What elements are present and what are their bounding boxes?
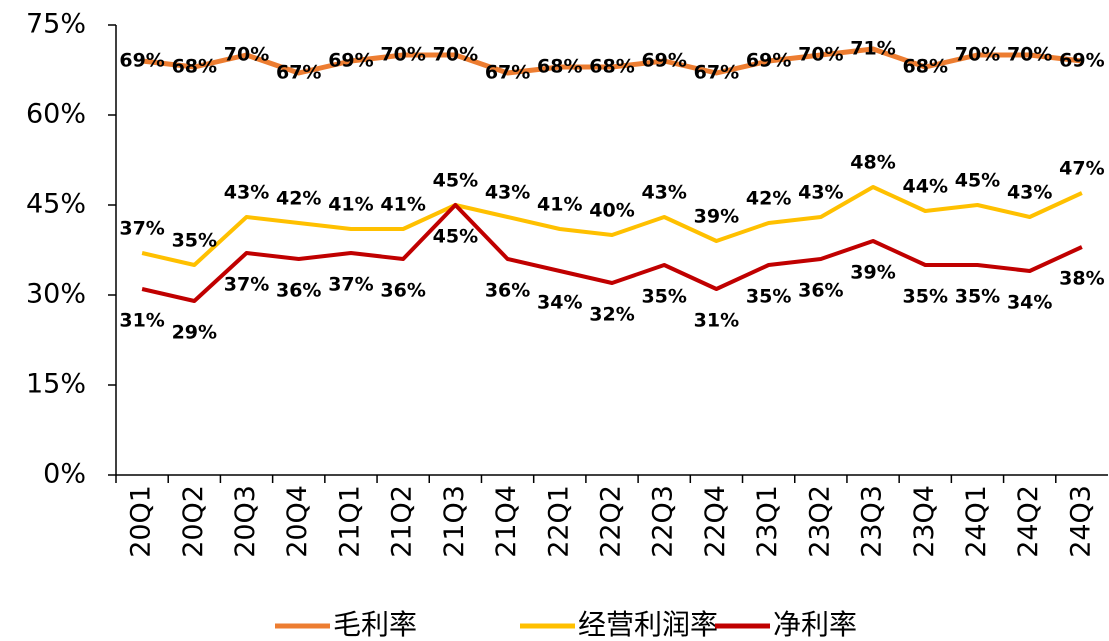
data-label: 43% bbox=[641, 182, 686, 204]
data-label: 47% bbox=[1059, 158, 1104, 180]
data-label: 36% bbox=[276, 280, 321, 302]
data-label: 69% bbox=[746, 50, 791, 72]
data-label: 36% bbox=[485, 280, 530, 302]
series-line bbox=[141, 203, 1083, 303]
data-label: 45% bbox=[955, 170, 1000, 192]
y-tick-label: 15% bbox=[26, 369, 86, 400]
data-label: 32% bbox=[589, 304, 634, 326]
data-label: 42% bbox=[276, 188, 321, 210]
data-label: 35% bbox=[641, 286, 686, 308]
data-label: 38% bbox=[1059, 268, 1104, 290]
x-tick-label: 23Q3 bbox=[857, 485, 888, 558]
data-label: 70% bbox=[1007, 44, 1052, 66]
x-tick-label: 21Q1 bbox=[334, 485, 365, 558]
data-label: 68% bbox=[172, 56, 217, 78]
data-label: 45% bbox=[433, 226, 478, 248]
data-label: 44% bbox=[903, 176, 948, 198]
x-tick-label: 22Q2 bbox=[596, 485, 627, 558]
data-label: 70% bbox=[433, 44, 478, 66]
data-label: 35% bbox=[746, 286, 791, 308]
data-label: 41% bbox=[380, 194, 425, 216]
x-tick-label: 24Q1 bbox=[961, 485, 992, 558]
x-tick-label: 22Q1 bbox=[543, 485, 574, 558]
legend-label: 毛利率 bbox=[333, 608, 417, 641]
data-label: 40% bbox=[589, 200, 634, 222]
data-label: 43% bbox=[224, 182, 269, 204]
data-label: 34% bbox=[537, 292, 582, 314]
y-tick-label: 0% bbox=[43, 459, 86, 490]
y-tick-label: 75% bbox=[26, 9, 86, 40]
data-label: 35% bbox=[955, 286, 1000, 308]
data-label: 31% bbox=[119, 310, 164, 332]
legend-label: 净利率 bbox=[773, 608, 857, 641]
data-label: 41% bbox=[328, 194, 373, 216]
x-tick-label: 21Q3 bbox=[439, 485, 470, 558]
x-tick-label: 21Q2 bbox=[387, 485, 418, 558]
data-label: 70% bbox=[955, 44, 1000, 66]
data-label: 43% bbox=[1007, 182, 1052, 204]
x-tick-label: 20Q3 bbox=[230, 485, 261, 558]
data-label: 29% bbox=[172, 322, 217, 344]
data-label: 36% bbox=[798, 280, 843, 302]
x-tick-label: 24Q2 bbox=[1013, 485, 1044, 558]
data-label: 41% bbox=[537, 194, 582, 216]
data-label: 39% bbox=[850, 262, 895, 284]
data-label: 43% bbox=[485, 182, 530, 204]
series-line bbox=[141, 185, 1083, 267]
data-label: 69% bbox=[119, 50, 164, 72]
y-tick-label: 45% bbox=[26, 189, 86, 220]
data-label: 37% bbox=[119, 218, 164, 240]
x-tick-label: 22Q3 bbox=[648, 485, 679, 558]
data-label: 68% bbox=[589, 56, 634, 78]
x-tick-label: 21Q4 bbox=[491, 485, 522, 558]
data-label: 35% bbox=[172, 230, 217, 252]
data-label: 70% bbox=[224, 44, 269, 66]
data-label: 39% bbox=[694, 206, 739, 228]
data-label: 71% bbox=[850, 38, 895, 60]
data-label: 36% bbox=[380, 280, 425, 302]
x-tick-label: 23Q2 bbox=[804, 485, 835, 558]
y-tick-label: 30% bbox=[26, 279, 86, 310]
data-label: 67% bbox=[485, 62, 530, 84]
data-label: 69% bbox=[641, 50, 686, 72]
data-label: 70% bbox=[380, 44, 425, 66]
data-label: 45% bbox=[433, 170, 478, 192]
series-line bbox=[141, 46, 1083, 76]
legend-label: 经营利润率 bbox=[578, 608, 718, 641]
data-label: 69% bbox=[1059, 50, 1104, 72]
data-label: 67% bbox=[276, 62, 321, 84]
x-tick-label: 23Q4 bbox=[909, 485, 940, 558]
data-label: 68% bbox=[903, 56, 948, 78]
data-label: 70% bbox=[798, 44, 843, 66]
x-tick-label: 23Q1 bbox=[752, 485, 783, 558]
data-label: 31% bbox=[694, 310, 739, 332]
x-tick-label: 20Q4 bbox=[282, 485, 313, 558]
data-label: 43% bbox=[798, 182, 843, 204]
data-label: 48% bbox=[850, 152, 895, 174]
x-tick-label: 20Q1 bbox=[126, 485, 157, 558]
data-label: 34% bbox=[1007, 292, 1052, 314]
data-label: 68% bbox=[537, 56, 582, 78]
data-label: 35% bbox=[903, 286, 948, 308]
data-label: 42% bbox=[746, 188, 791, 210]
y-tick-label: 60% bbox=[26, 99, 86, 130]
x-tick-label: 24Q3 bbox=[1065, 485, 1096, 558]
x-tick-label: 20Q2 bbox=[178, 485, 209, 558]
data-label: 67% bbox=[694, 62, 739, 84]
data-label: 37% bbox=[224, 274, 269, 296]
data-label: 37% bbox=[328, 274, 373, 296]
data-label: 69% bbox=[328, 50, 373, 72]
x-tick-label: 22Q4 bbox=[700, 485, 731, 558]
